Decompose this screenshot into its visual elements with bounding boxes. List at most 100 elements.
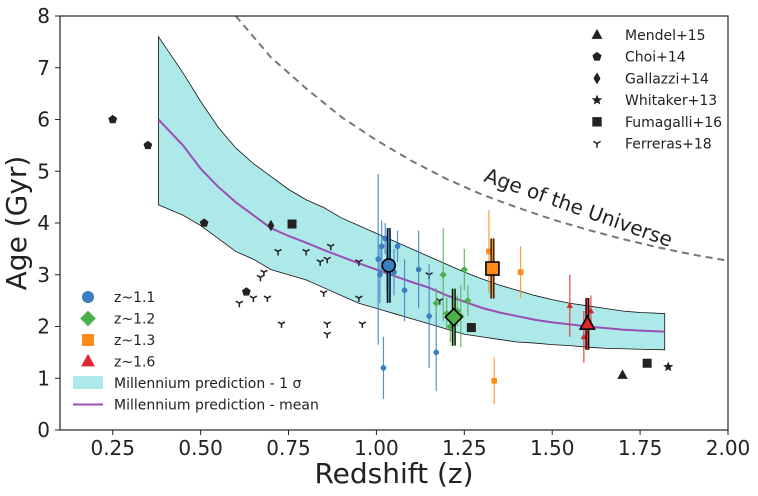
x-tick-label: 1.25: [442, 436, 487, 460]
x-tick-label: 2.00: [706, 436, 751, 460]
data-point: [587, 307, 595, 314]
literature-point: [642, 358, 652, 368]
legend-left: z~1.1 z~1.2 z~1.3 z~1.6 Millennium predictio…: [73, 290, 319, 414]
literature-point: [199, 218, 209, 227]
legend-marker: [591, 94, 603, 105]
data-point: [517, 269, 524, 276]
y-tick-label: 3: [37, 263, 50, 287]
literature-point: [249, 295, 258, 303]
legend-label: z~1.3: [114, 333, 155, 349]
legend-label: Gallazzi+14: [625, 71, 709, 87]
y-tick-label: 5: [37, 159, 50, 183]
x-tick-label: 0.75: [266, 436, 311, 460]
data-point: [566, 302, 574, 309]
x-tick-label: 1.50: [530, 436, 575, 460]
data-point: [433, 349, 440, 356]
y-tick-label: 1: [37, 366, 50, 390]
legend-marker: [80, 310, 96, 327]
data-point: [580, 333, 588, 340]
data-point: [460, 265, 469, 274]
literature-point: [277, 321, 286, 328]
millennium-1sigma-band: [158, 35, 666, 351]
legend-marker: [592, 140, 602, 148]
literature-point: [302, 248, 310, 256]
legend-marker: [82, 334, 94, 346]
data-point: [378, 243, 385, 250]
literature-point: [274, 248, 282, 256]
legend-label: z~1.1: [114, 290, 155, 306]
mean-point: [578, 314, 596, 330]
literature-point: [256, 274, 265, 282]
legend-label: Mendel+15: [625, 28, 706, 44]
y-tick-label: 7: [37, 56, 50, 80]
literature-point: [241, 287, 251, 296]
data-point: [415, 266, 422, 273]
x-axis-label: Redshift (z): [314, 457, 473, 490]
mean-point: [444, 307, 464, 327]
y-tick-label: 0: [37, 418, 50, 442]
x-tick-label: 1.00: [354, 436, 399, 460]
bin-mean-points: [381, 228, 596, 350]
data-point: [377, 271, 383, 278]
legend-marker: [82, 291, 94, 303]
legend-label: Ferreras+18: [625, 137, 712, 153]
band-area: [158, 35, 666, 351]
literature-point: [354, 295, 363, 303]
x-tick-label: 0.25: [90, 436, 135, 460]
legend-right: Mendel+15 Choi+14 Gallazzi+14 Whitaker+13 Fu…: [591, 28, 722, 153]
data-point: [380, 365, 387, 371]
legend-label: z~1.6: [114, 355, 155, 371]
data-point: [426, 313, 433, 319]
data-point: [439, 271, 447, 279]
literature-point: [326, 243, 335, 251]
legend-label: Whitaker+13: [625, 93, 717, 109]
legend-marker: [592, 117, 602, 127]
legend-marker: [591, 28, 603, 39]
literature-point: [323, 256, 332, 264]
x-tick-label: 0.50: [178, 436, 223, 460]
literature-points: [108, 114, 674, 379]
literature-point: [358, 321, 367, 328]
literature-point: [316, 259, 325, 266]
literature-point: [354, 259, 363, 266]
literature-point: [287, 219, 297, 229]
data-point: [394, 243, 401, 250]
x-tick-label: 1.75: [618, 436, 663, 460]
literature-point: [260, 269, 268, 277]
millennium-mean-line: [157, 118, 665, 333]
literature-point: [617, 369, 628, 379]
data-point: [491, 377, 498, 384]
legend-label: z~1.2: [114, 312, 155, 328]
mean-point: [381, 258, 397, 273]
data-point: [401, 287, 408, 294]
axis-ticks: 0.25 0.50 0.75 1.00 1.25 1.50 1.75 2.00 0 1 2 3 4 5 6 7…: [37, 4, 750, 460]
literature-point: [319, 290, 328, 297]
data-point: [432, 299, 440, 307]
age-of-universe-annotation: Age of the Universe: [481, 163, 675, 252]
y-tick-label: 2: [37, 315, 50, 339]
literature-point: [143, 140, 153, 150]
mean-point: [485, 261, 500, 276]
literature-point: [323, 321, 332, 328]
data-point: [464, 296, 472, 305]
legend-swatch-band: [73, 376, 103, 389]
y-tick-label: 8: [37, 4, 50, 28]
literature-point: [466, 323, 476, 333]
legend-marker: [592, 51, 602, 61]
literature-point: [108, 114, 118, 124]
legend-label: Fumagalli+16: [625, 115, 722, 131]
y-tick-label: 4: [37, 211, 50, 235]
literature-point: [235, 300, 244, 308]
mean-line: [157, 118, 665, 333]
literature-point: [323, 331, 332, 339]
literature-point: [435, 297, 444, 305]
legend-label: Choi+14: [625, 50, 686, 66]
literature-point: [267, 219, 275, 232]
legend-label: Millennium prediction - 1 σ: [114, 376, 302, 392]
legend-label: Millennium prediction - mean: [114, 398, 319, 414]
legend-marker: [593, 72, 601, 85]
y-tick-label: 6: [37, 108, 50, 132]
literature-point: [263, 295, 272, 303]
literature-point: [663, 361, 674, 372]
